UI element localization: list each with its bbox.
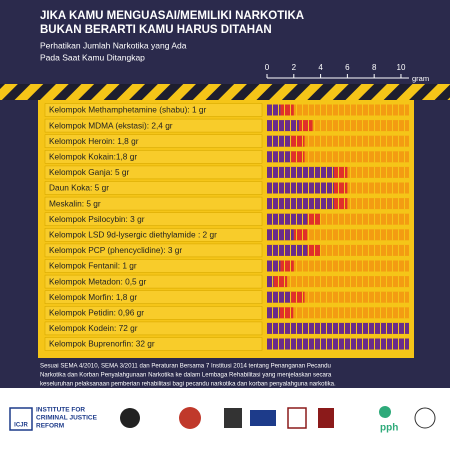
subtitle: Perhatikan Jumlah Narkotika yang Ada xyxy=(40,40,187,50)
bar-cells xyxy=(267,135,409,147)
logo xyxy=(318,408,334,428)
row-label: Kelompok Metadon: 0,5 gr xyxy=(49,276,147,286)
logo-text: CRIMINAL JUSTICE xyxy=(36,415,98,422)
label-box xyxy=(44,103,263,117)
row-label: Kelompok Fentanil: 1 gr xyxy=(49,261,137,271)
logo xyxy=(179,407,201,429)
x-axis-label: gram xyxy=(412,74,429,83)
row-label: Kelompok Morfin: 1,8 gr xyxy=(49,292,137,302)
logo-text: pph xyxy=(380,423,398,434)
label-box xyxy=(44,165,263,180)
x-tick-label: 10 xyxy=(397,63,406,72)
bar-cells xyxy=(267,213,409,225)
label-box xyxy=(44,212,263,226)
label-box xyxy=(44,274,263,289)
bar-cells xyxy=(267,338,409,350)
footnote-line: Narkotika dan Korban Penyalahgunaan Nark… xyxy=(40,372,332,379)
row-label: Kelompok Heroin: 1,8 gr xyxy=(49,136,139,146)
logo xyxy=(287,407,307,429)
row-label: Kelompok PCP (phencyclidine): 3 gr xyxy=(49,245,182,255)
bar-cells xyxy=(267,307,409,319)
footnote: Sesuai SEMA 4/2010, SEMA 3/2011 dan Pera… xyxy=(40,363,336,388)
logo-text: ICJR xyxy=(14,423,28,429)
bar-cells xyxy=(267,198,409,210)
chart: 0 2 4 6 8 10 gram Kelompok Methamphetamine (sha… xyxy=(44,63,429,351)
row-label: Kelompok Kokain:1,8 gr xyxy=(49,151,137,161)
logo-text: REFORM xyxy=(36,423,64,430)
label-box xyxy=(44,290,263,305)
bar-cells xyxy=(267,151,409,163)
subtitle: Pada Saat Kamu Ditangkap xyxy=(40,52,145,62)
row-label: Daun Koka: 5 gr xyxy=(49,183,109,193)
row-label: Kelompok Buprenorfin: 32 gr xyxy=(49,339,155,349)
label-box xyxy=(44,337,263,351)
title: BUKAN BERARTI KAMU HARUS DITAHAN xyxy=(40,24,272,36)
row-label: Kelompok Ganja: 5 gr xyxy=(49,167,129,177)
bar-cells xyxy=(267,229,409,241)
bar-cells xyxy=(267,244,409,256)
logo xyxy=(414,407,436,429)
label-box xyxy=(44,181,263,195)
hazard-stripe xyxy=(0,84,450,100)
logo xyxy=(120,408,140,428)
bar-cells xyxy=(267,104,409,116)
label-box xyxy=(44,228,263,242)
x-tick-label: 6 xyxy=(345,63,350,72)
label-box xyxy=(44,118,263,133)
x-tick-label: 0 xyxy=(265,63,270,72)
label-box xyxy=(44,134,263,148)
bar-cells xyxy=(267,322,409,334)
title: JIKA KAMU MENGUASAI/MEMILIKI NARKOTIKA xyxy=(40,10,304,22)
logo-icon xyxy=(9,407,33,431)
logo xyxy=(379,406,391,418)
row-label: Kelompok Kodein: 72 gr xyxy=(49,323,138,333)
bar-cells xyxy=(267,276,409,288)
label-box xyxy=(44,305,263,320)
label-box xyxy=(44,321,263,336)
x-tick-label: 8 xyxy=(372,63,377,72)
x-tick-label: 4 xyxy=(318,63,323,72)
bar-cells xyxy=(267,182,409,194)
footnote-line: Sesuai SEMA 4/2010, SEMA 3/2011 dan Pera… xyxy=(40,363,331,370)
row-label: Kelompok Psilocybin: 3 gr xyxy=(49,214,145,224)
x-tick-label: 2 xyxy=(292,63,297,72)
row-label: Kelompok Methamphetamine (shabu): 1 gr xyxy=(49,105,206,115)
label-box xyxy=(44,259,263,273)
footnote-line: keseluruhan pelaksanaan pemberian rehabi… xyxy=(40,381,336,388)
logo xyxy=(224,408,242,428)
label-box xyxy=(44,196,263,211)
bar-cells xyxy=(267,291,409,303)
label-box xyxy=(44,243,263,258)
logo xyxy=(250,410,276,426)
logo-text: INSTITUTE FOR xyxy=(36,407,85,414)
row-label: Meskalin: 5 gr xyxy=(49,198,101,208)
label-box xyxy=(44,150,263,164)
bar-cells xyxy=(267,166,409,178)
bar-cells xyxy=(267,120,409,132)
row-label: Kelompok MDMA (ekstasi): 2,4 gr xyxy=(49,120,173,130)
row-label: Kelompok Petidin: 0,96 gr xyxy=(49,307,144,317)
bar-cells xyxy=(267,260,409,272)
row-label: Kelompok LSD 9d-lysergic diethylamide : … xyxy=(49,229,217,239)
